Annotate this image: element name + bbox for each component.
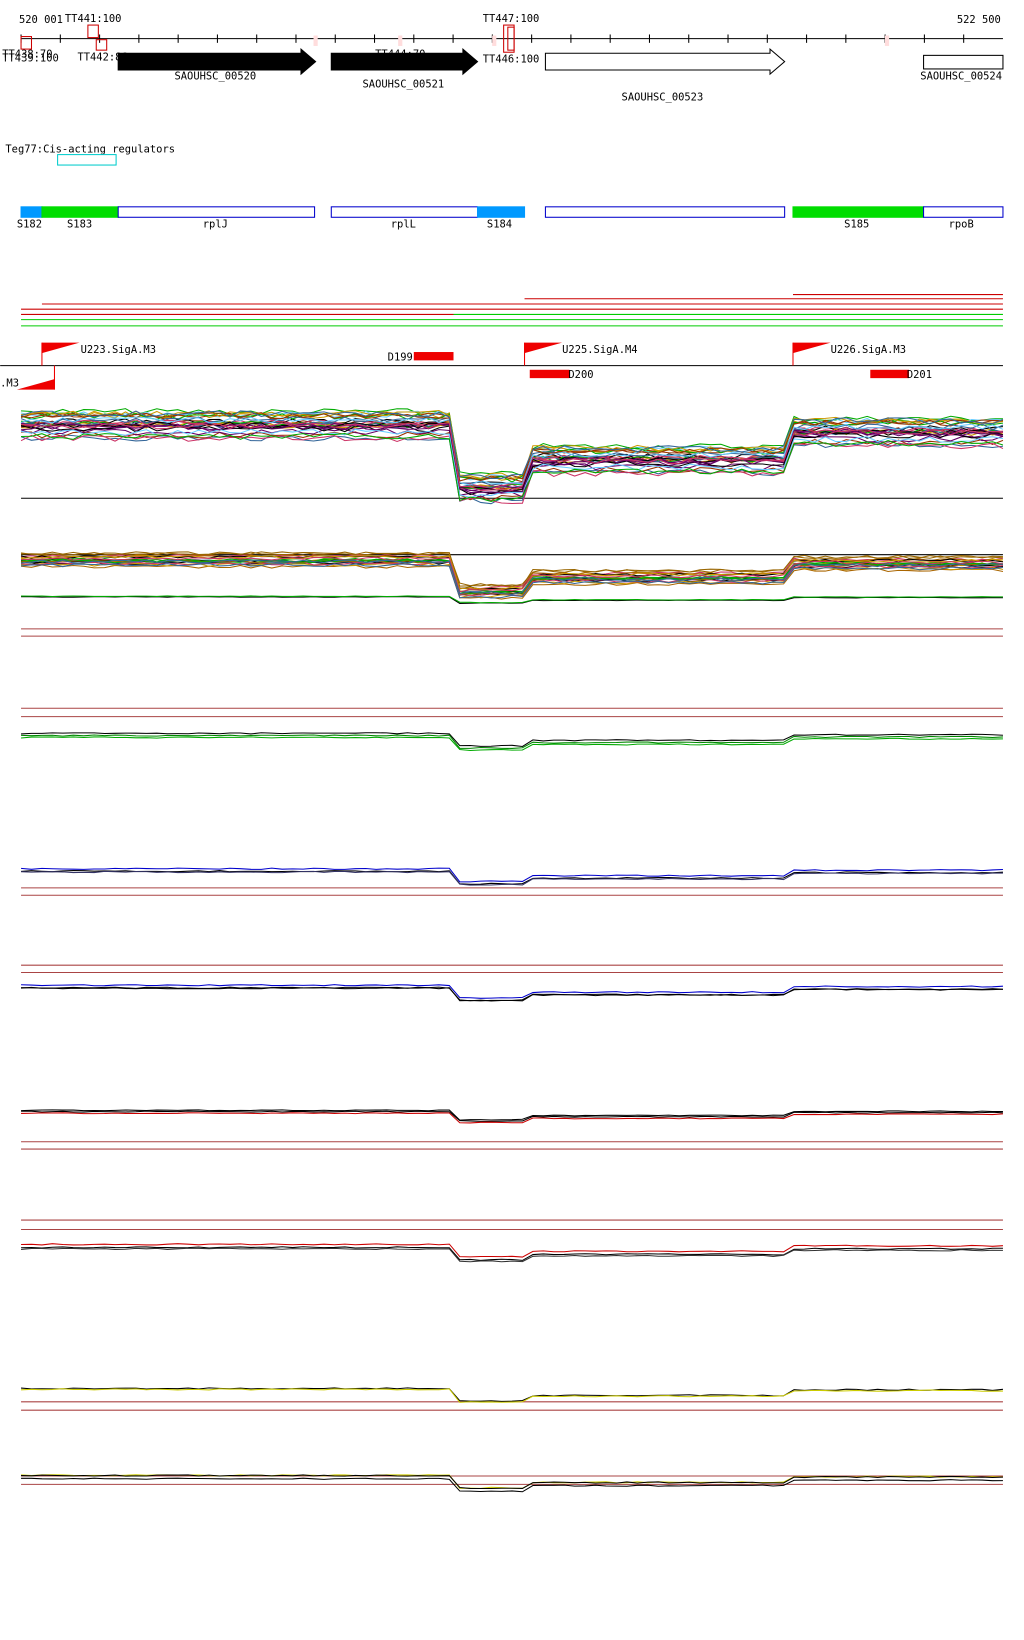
gene-arrow xyxy=(544,47,786,76)
expression-trace xyxy=(21,734,1003,749)
segment xyxy=(477,206,526,218)
expression-trace xyxy=(21,987,1003,1002)
terminator xyxy=(492,35,497,46)
expression-trace xyxy=(21,432,1004,502)
gene-arrow xyxy=(330,47,479,76)
terminator xyxy=(95,39,108,51)
expression-trace xyxy=(21,1387,1004,1402)
flag xyxy=(41,342,80,354)
gene-box xyxy=(923,54,1004,70)
expression-trace xyxy=(21,732,1003,748)
label: 520 001 xyxy=(19,14,63,26)
expression-trace xyxy=(21,1388,1003,1403)
label: TT441:100 xyxy=(65,13,122,25)
promoter-box xyxy=(529,369,570,379)
label: SAOUHSC_00521 xyxy=(363,79,445,91)
label: SAOUHSC_00524 xyxy=(920,70,1002,82)
expression-trace xyxy=(21,984,1003,999)
expression-trace xyxy=(21,419,1003,490)
expression-trace xyxy=(21,1243,1003,1258)
label: S185 xyxy=(844,219,869,231)
promoter-box xyxy=(413,352,454,361)
terminator xyxy=(20,36,33,50)
terminator xyxy=(87,24,99,39)
label: Teg77:Cis-acting regulators xyxy=(5,144,175,156)
expression-trace xyxy=(20,416,1004,486)
segment xyxy=(792,206,925,218)
expression-trace xyxy=(21,1474,1003,1490)
expression-trace xyxy=(21,559,1003,596)
expression-trace xyxy=(21,870,1003,886)
expression-trace xyxy=(20,564,1004,600)
label: S184 xyxy=(487,219,512,231)
expression-trace xyxy=(21,408,1003,477)
flag xyxy=(792,342,831,354)
segment xyxy=(330,206,479,218)
expression-trace xyxy=(21,1112,1003,1124)
label: D200 xyxy=(568,369,593,381)
expression-trace xyxy=(20,428,1004,498)
segment xyxy=(20,206,43,218)
expression-trace xyxy=(21,1109,1003,1121)
label: TT446:100 xyxy=(483,54,540,66)
label: TT439:100 xyxy=(2,53,59,65)
expression-trace xyxy=(20,736,1003,752)
expression-trace xyxy=(20,563,1004,599)
expression-trace xyxy=(20,1247,1003,1263)
label: 522 500 xyxy=(957,14,1001,26)
expression-trace xyxy=(21,559,1003,595)
expression-trace xyxy=(20,412,1003,483)
label: TT438:70 xyxy=(2,48,52,60)
segment xyxy=(117,206,316,218)
expression-trace xyxy=(21,556,1004,593)
label: SAOUHSC_00520 xyxy=(174,70,256,82)
label: .M3 xyxy=(0,377,19,389)
regulator xyxy=(57,154,117,166)
label: D199 xyxy=(388,351,413,363)
label: U226.SigA.M3 xyxy=(831,344,906,356)
segment xyxy=(41,206,119,218)
expression-trace xyxy=(20,434,1004,505)
label: TT442:86 xyxy=(77,52,127,64)
expression-trace xyxy=(21,422,1004,491)
label: rplL xyxy=(391,219,416,231)
promoter-box xyxy=(870,369,909,379)
segment xyxy=(923,206,1004,218)
flag xyxy=(524,342,563,354)
gene-arrow xyxy=(117,47,317,76)
expression-trace xyxy=(21,870,1003,885)
expression-trace xyxy=(21,1474,1003,1489)
terminator xyxy=(313,35,318,46)
expression-trace xyxy=(21,555,1003,590)
expression-trace xyxy=(21,595,1003,604)
expression-trace xyxy=(20,867,1003,883)
label: rplJ xyxy=(203,219,228,231)
label: U225.SigA.M4 xyxy=(562,344,637,356)
expression-trace xyxy=(20,551,1003,587)
expression-trace xyxy=(21,1110,1003,1122)
expression-trace xyxy=(20,434,1004,505)
label: U223.SigA.M3 xyxy=(81,344,156,356)
segment xyxy=(544,206,786,218)
terminator xyxy=(884,35,890,46)
label: S183 xyxy=(67,219,92,231)
label: D201 xyxy=(907,369,932,381)
label: TT447:100 xyxy=(483,13,540,25)
expression-trace xyxy=(21,1246,1003,1261)
label: SAOUHSC_00523 xyxy=(622,91,704,103)
label: S182 xyxy=(17,219,42,231)
terminator xyxy=(507,26,515,51)
expression-trace xyxy=(21,1477,1003,1493)
expression-trace xyxy=(21,596,1003,604)
expression-trace xyxy=(21,986,1003,1002)
label: rpoB xyxy=(949,219,974,231)
expression-trace xyxy=(20,410,1004,480)
terminator xyxy=(398,35,403,46)
flag xyxy=(16,379,55,390)
